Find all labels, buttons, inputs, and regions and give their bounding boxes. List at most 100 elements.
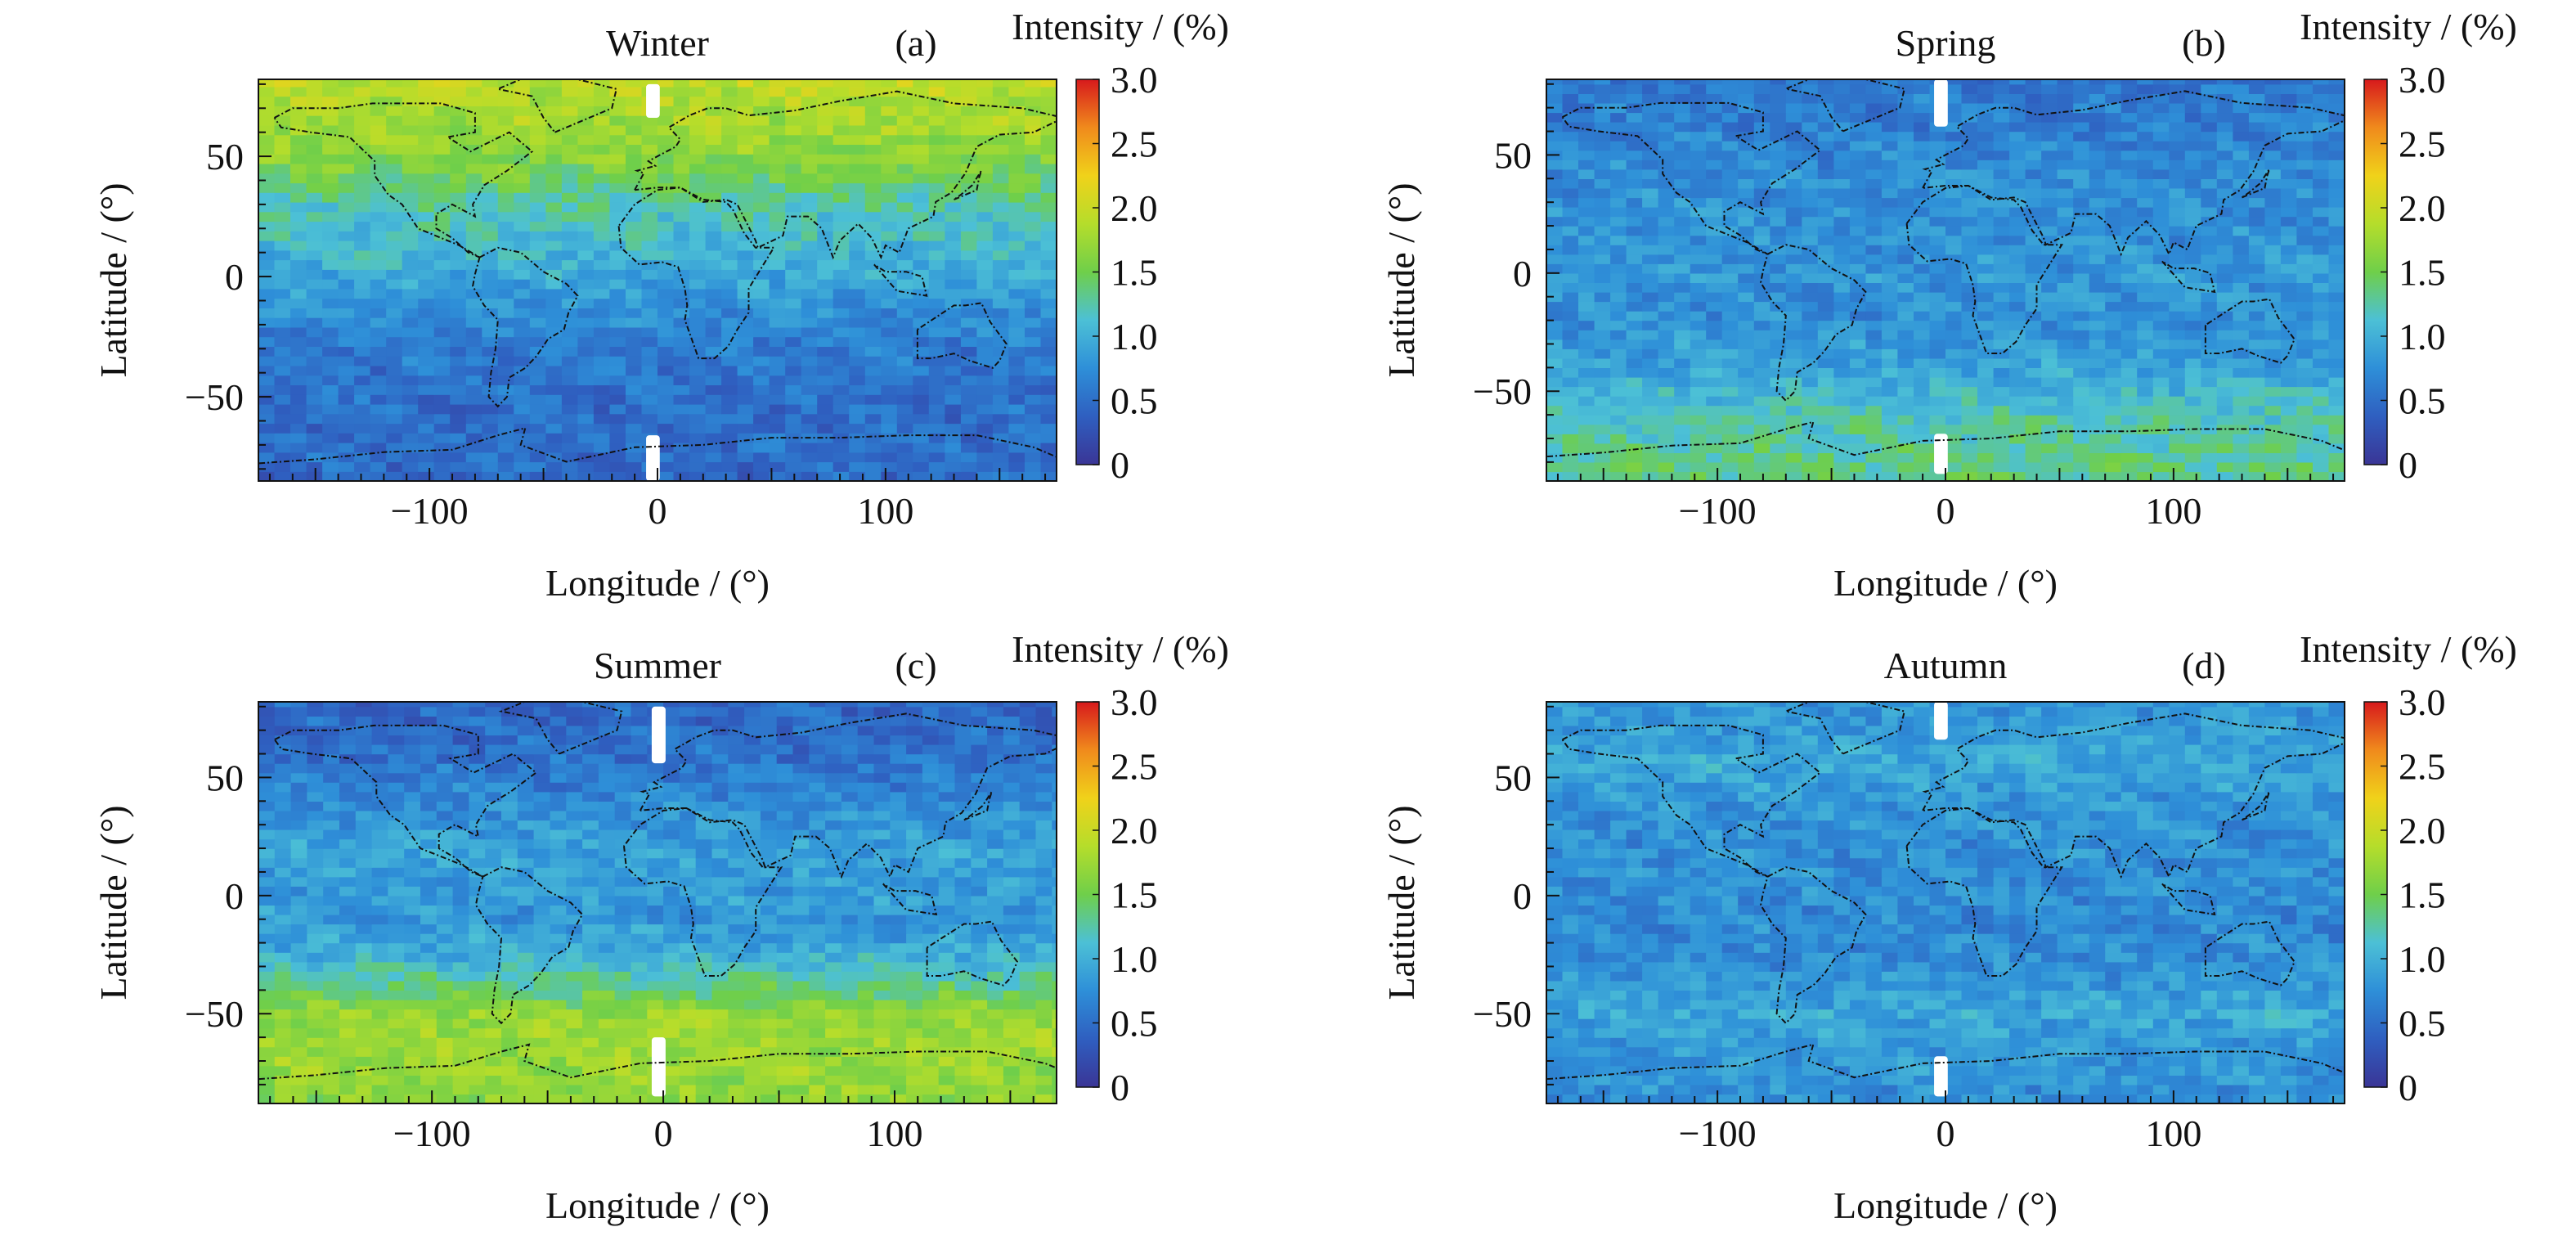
heatmap-cell bbox=[370, 221, 387, 231]
heatmap-cell bbox=[2137, 187, 2154, 199]
heatmap-cell bbox=[2025, 291, 2042, 303]
heatmap-cell bbox=[306, 259, 323, 270]
heatmap-cell bbox=[1690, 339, 1707, 349]
heatmap-cell bbox=[598, 999, 616, 1010]
heatmap-cell bbox=[1865, 339, 1883, 349]
heatmap-cell bbox=[338, 443, 355, 453]
heatmap-cell bbox=[971, 1037, 988, 1048]
heatmap-cell bbox=[1817, 160, 1834, 170]
heatmap-cell bbox=[2105, 396, 2122, 407]
heatmap-cell bbox=[864, 413, 882, 425]
heatmap-cell bbox=[1035, 1018, 1052, 1029]
heatmap-cell bbox=[307, 1037, 324, 1048]
heatmap-cell bbox=[2280, 443, 2297, 453]
heatmap-cell bbox=[2313, 112, 2330, 123]
heatmap-cell bbox=[679, 1094, 697, 1103]
heatmap-cell bbox=[338, 96, 355, 106]
heatmap-cell bbox=[1052, 999, 1057, 1010]
heatmap-cell bbox=[1578, 254, 1595, 264]
heatmap-cell bbox=[370, 326, 387, 338]
heatmap-cell bbox=[1897, 357, 1914, 368]
heatmap-cell bbox=[2073, 396, 2090, 407]
heatmap-cell bbox=[913, 452, 930, 463]
heatmap-cell bbox=[1626, 282, 1643, 293]
heatmap-cell bbox=[2184, 197, 2201, 208]
heatmap-cell bbox=[737, 134, 754, 145]
heatmap-cell bbox=[514, 221, 531, 231]
heatmap-cell bbox=[465, 154, 482, 164]
heatmap-cell bbox=[801, 403, 818, 415]
heatmap-cell bbox=[2280, 122, 2297, 133]
heatmap-cell bbox=[737, 326, 754, 338]
heatmap-cell bbox=[928, 192, 945, 203]
heatmap-cell bbox=[626, 192, 643, 203]
heatmap-cell bbox=[482, 231, 499, 241]
heatmap-cell bbox=[2313, 254, 2330, 264]
heatmap-cell bbox=[1770, 150, 1787, 160]
heatmap-cell bbox=[1642, 207, 1659, 218]
heatmap-cell bbox=[371, 1094, 388, 1103]
heatmap-cell bbox=[906, 1075, 923, 1085]
heatmap-cell bbox=[721, 231, 738, 241]
heatmap-cell bbox=[418, 86, 435, 97]
heatmap-cell bbox=[2073, 235, 2090, 245]
heatmap-cell bbox=[1610, 150, 1627, 160]
heatmap-cell bbox=[274, 1056, 292, 1067]
heatmap-cell bbox=[2041, 131, 2058, 142]
heatmap-cell bbox=[354, 124, 371, 136]
heatmap-cell bbox=[2105, 187, 2122, 199]
y-tick-label: 50 bbox=[206, 136, 244, 178]
heatmap-cell bbox=[776, 1009, 794, 1019]
heatmap-cell bbox=[657, 231, 675, 241]
heatmap-cell bbox=[641, 317, 658, 328]
heatmap-cell bbox=[323, 1018, 340, 1029]
heatmap-cell bbox=[433, 192, 451, 203]
heatmap-cell bbox=[1865, 150, 1883, 160]
heatmap-cell bbox=[744, 1027, 761, 1038]
heatmap-cell bbox=[339, 1094, 357, 1103]
heatmap-cell bbox=[2025, 102, 2042, 114]
heatmap-cell bbox=[1674, 93, 1691, 104]
heatmap-cell bbox=[641, 192, 658, 203]
heatmap-cell bbox=[1833, 320, 1851, 330]
heatmap-cell bbox=[306, 154, 323, 164]
heatmap-cell bbox=[1008, 375, 1025, 385]
heatmap-cell bbox=[992, 221, 1009, 231]
heatmap-cell bbox=[290, 298, 307, 308]
heatmap-cell bbox=[2296, 178, 2313, 189]
heatmap-cell bbox=[2328, 187, 2345, 199]
heatmap-cell bbox=[1945, 367, 1963, 378]
heatmap-cell bbox=[2248, 272, 2265, 283]
heatmap-cell bbox=[386, 326, 403, 338]
heatmap-cell bbox=[1562, 367, 1579, 378]
heatmap-cell bbox=[577, 154, 595, 164]
heatmap-cell bbox=[1690, 311, 1707, 321]
heatmap-cell bbox=[857, 1084, 875, 1095]
heatmap-cell bbox=[2233, 150, 2250, 160]
heatmap-cell bbox=[1770, 443, 1787, 453]
heatmap-cell bbox=[1785, 301, 1802, 312]
heatmap-cell bbox=[1025, 211, 1042, 222]
heatmap-cell bbox=[2089, 226, 2106, 236]
heatmap-cell bbox=[2264, 226, 2282, 236]
heatmap-cell bbox=[1993, 434, 2010, 444]
heatmap-cell bbox=[593, 279, 610, 290]
x-axis-label: Longitude / (°) bbox=[1833, 562, 2058, 604]
heatmap-cell bbox=[1833, 272, 1851, 283]
heatmap-cell bbox=[550, 1065, 567, 1076]
heatmap-cell bbox=[1008, 433, 1025, 443]
heatmap-cell bbox=[832, 182, 850, 193]
heatmap-cell bbox=[1753, 471, 1770, 481]
heatmap-cell bbox=[896, 433, 913, 443]
heatmap-cell bbox=[849, 471, 866, 481]
heatmap-cell bbox=[2169, 226, 2186, 236]
heatmap-cell bbox=[1040, 471, 1057, 481]
heatmap-cell bbox=[2009, 301, 2026, 312]
heatmap-cell bbox=[290, 1009, 307, 1019]
heatmap-cell bbox=[1785, 160, 1802, 170]
heatmap-cell bbox=[465, 86, 482, 97]
heatmap-cell bbox=[2264, 160, 2282, 170]
heatmap-cell bbox=[1610, 226, 1627, 236]
heatmap-cell bbox=[2089, 339, 2106, 349]
heatmap-cell bbox=[1897, 122, 1914, 133]
